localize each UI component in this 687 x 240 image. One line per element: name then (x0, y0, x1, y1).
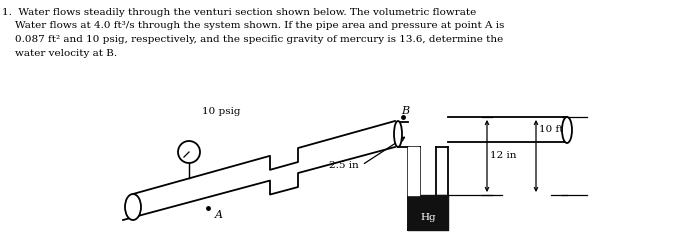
Text: B: B (401, 106, 409, 116)
Text: A: A (215, 210, 223, 220)
Polygon shape (123, 121, 395, 220)
Text: water velocity at B.: water velocity at B. (2, 48, 117, 58)
Ellipse shape (562, 117, 572, 143)
Text: Water flows at 4.0 ft³/s through the system shown. If the pipe area and pressure: Water flows at 4.0 ft³/s through the sys… (2, 22, 504, 30)
Text: 0.087 ft² and 10 psig, respectively, and the specific gravity of mercury is 13.6: 0.087 ft² and 10 psig, respectively, and… (2, 35, 504, 44)
Text: Hg: Hg (420, 214, 436, 222)
Text: 1.  Water flows steadily through the venturi section shown below. The volumetric: 1. Water flows steadily through the vent… (2, 8, 476, 17)
Circle shape (178, 141, 200, 163)
Text: 12 in: 12 in (490, 150, 517, 160)
Ellipse shape (394, 121, 402, 147)
Text: 10 psig: 10 psig (202, 107, 240, 115)
Text: 10 ft: 10 ft (539, 126, 563, 134)
Text: 2.5 in: 2.5 in (329, 161, 359, 169)
Ellipse shape (125, 194, 141, 220)
